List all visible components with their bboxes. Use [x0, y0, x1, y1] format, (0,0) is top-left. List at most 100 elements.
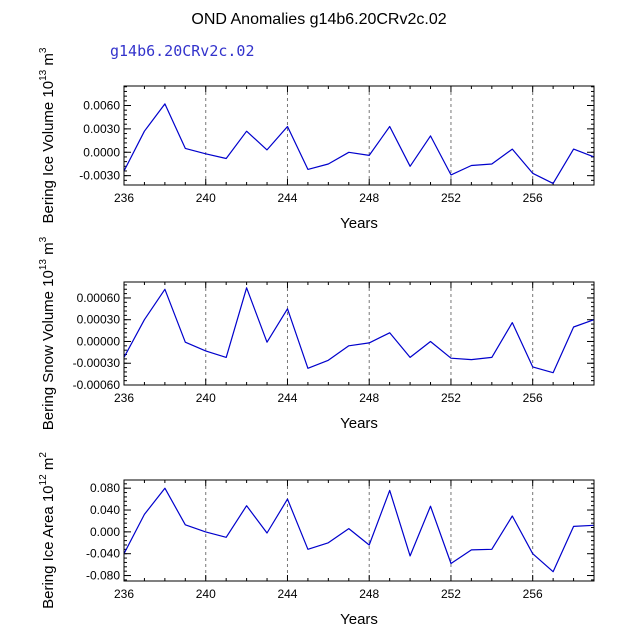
ice-volume-x-axis-label: Years: [340, 215, 378, 232]
snow-volume-data-point: [449, 357, 452, 360]
ice-volume-x-tick-label: 252: [441, 191, 461, 205]
snow-volume-data-point: [204, 349, 207, 352]
ice-area-x-tick-label: 236: [114, 587, 134, 601]
snow-volume-y-tick-label: 0.00060: [77, 291, 121, 305]
ice-volume-data-point: [327, 162, 330, 165]
ice-area-x-axis-label: Years: [340, 611, 378, 628]
ice-volume-data-point: [306, 168, 309, 171]
ice-volume-data-point: [449, 173, 452, 176]
ice-area-series-line: [123, 487, 595, 573]
snow-volume-data-point: [368, 341, 371, 344]
snow-volume-data-point: [245, 286, 248, 289]
ice-volume-y-tick-label: 0.0000: [83, 145, 120, 159]
snow-volume-series-line: [123, 287, 595, 374]
ice-area-data-point: [347, 527, 350, 530]
ice-area-y-tick-label: 0.080: [90, 481, 120, 495]
ice-area-data-point: [388, 489, 391, 492]
snow-volume-x-tick-label: 240: [196, 391, 216, 405]
snow-volume-x-tick-label: 256: [523, 391, 543, 405]
ice-area-data-point: [163, 487, 166, 490]
ice-area-data-point: [245, 504, 248, 507]
snow-volume-y-tick-label: -0.00060: [73, 378, 121, 392]
ice-volume-data-point: [347, 151, 350, 154]
ice-area-x-tick-label: 248: [359, 587, 379, 601]
snow-volume-x-tick-label: 248: [359, 391, 379, 405]
ice-volume-data-point: [572, 148, 575, 151]
snow-volume-y-axis-label: Bering Snow Volume 1013 m3: [38, 236, 57, 430]
ice-volume-x-tick-label: 236: [114, 191, 134, 205]
ice-volume-data-point: [163, 102, 166, 105]
ice-volume-panel: 236 240 244 248 252 256 -0.0030 0.0000 0.0030 0.0…: [38, 47, 595, 232]
ice-volume-series-line: [123, 103, 595, 184]
ice-area-data-point: [225, 536, 228, 539]
figure-title: OND Anomalies g14b6.20CRv2c.02: [191, 11, 446, 28]
ice-area-data-point: [184, 523, 187, 526]
ice-volume-x-tick-label: 248: [359, 191, 379, 205]
ice-volume-data-point: [511, 148, 514, 151]
ice-area-data-point: [204, 530, 207, 533]
ice-area-y-tick-label: -0.040: [86, 547, 120, 561]
panels-group: 236 240 244 248 252 256 -0.0030 0.0000 0.0030 0.0…: [38, 47, 595, 628]
ice-volume-y-tick-label: 0.0030: [83, 122, 120, 136]
ice-volume-plot-frame: [123, 85, 595, 186]
ice-area-data-point: [531, 552, 534, 555]
ice-area-y-axis-label: Bering Ice Area 1012 m2: [38, 452, 57, 609]
ice-area-plot-frame: [123, 479, 595, 582]
snow-volume-data-point: [347, 344, 350, 347]
snow-volume-data-point: [552, 371, 555, 374]
ice-area-data-point: [409, 554, 412, 557]
ice-volume-y-tick-label: -0.0030: [79, 169, 120, 183]
ice-area-data-point: [572, 525, 575, 528]
ice-area-x-tick-label: 244: [277, 587, 297, 601]
ice-volume-y-axis-label: Bering Ice Volume 1013 m3: [38, 47, 57, 223]
ice-volume-data-point: [143, 130, 146, 133]
snow-volume-data-point: [327, 359, 330, 362]
snow-volume-y-tick-label: 0.00030: [77, 313, 121, 327]
ice-area-data-point: [449, 562, 452, 565]
snow-volume-data-point: [225, 356, 228, 359]
snow-volume-y-tick-label: -0.00030: [73, 356, 121, 370]
ice-area-data-point: [306, 548, 309, 551]
ice-area-data-point: [429, 505, 432, 508]
ice-volume-x-tick-label: 256: [523, 191, 543, 205]
ice-area-data-point: [470, 548, 473, 551]
ice-volume-data-point: [368, 154, 371, 157]
ice-volume-data-point: [204, 152, 207, 155]
ice-volume-data-point: [490, 162, 493, 165]
ice-area-data-point: [266, 531, 269, 534]
snow-volume-data-point: [470, 358, 473, 361]
ice-volume-x-tick-label: 240: [196, 191, 216, 205]
snow-volume-data-point: [143, 318, 146, 321]
ice-volume-data-point: [184, 147, 187, 150]
snow-volume-data-point: [490, 356, 493, 359]
snow-volume-data-point: [409, 356, 412, 359]
ice-volume-data-point: [225, 157, 228, 160]
ice-area-y-tick-label: -0.080: [86, 569, 120, 583]
ice-volume-data-point: [429, 134, 432, 137]
snow-volume-x-tick-label: 252: [441, 391, 461, 405]
snow-volume-data-point: [531, 365, 534, 368]
ice-volume-data-point: [266, 148, 269, 151]
ice-area-data-point: [511, 515, 514, 518]
ice-volume-data-point: [470, 164, 473, 167]
snow-volume-plot-frame: [123, 281, 595, 386]
ice-area-panel: 236 240 244 248 252 256 -0.080 -0.040 0.000 0.040…: [38, 452, 595, 628]
snow-volume-data-point: [429, 340, 432, 343]
snow-volume-data-point: [184, 341, 187, 344]
ice-area-data-point: [490, 548, 493, 551]
ice-volume-data-point: [531, 172, 534, 175]
snow-volume-y-tick-label: 0.00000: [77, 334, 121, 348]
snow-volume-data-point: [511, 321, 514, 324]
snow-volume-x-axis-label: Years: [340, 415, 378, 432]
snow-volume-data-point: [286, 307, 289, 310]
snow-volume-data-point: [306, 367, 309, 370]
ice-area-y-tick-label: 0.000: [90, 525, 120, 539]
figure-subtitle: g14b6.20CRv2c.02: [110, 42, 255, 60]
ice-area-data-point: [552, 570, 555, 573]
snow-volume-x-tick-label: 236: [114, 391, 134, 405]
ice-volume-y-tick-label: 0.0060: [83, 98, 120, 112]
ice-area-x-tick-label: 240: [196, 587, 216, 601]
snow-volume-data-point: [572, 325, 575, 328]
ice-area-data-point: [368, 543, 371, 546]
ice-area-data-point: [286, 498, 289, 501]
